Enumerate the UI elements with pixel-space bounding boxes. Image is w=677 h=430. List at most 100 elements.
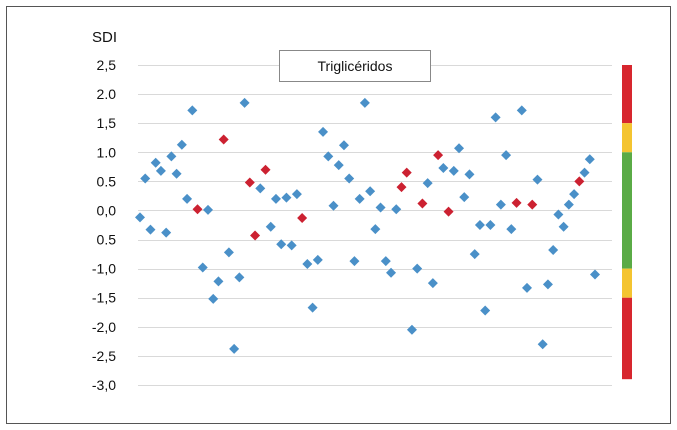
data-point [548,245,559,256]
chart-title: Triglicéridos [318,58,393,74]
data-point [563,199,574,210]
data-point [422,178,433,189]
data-point [349,256,360,267]
data-point [396,182,407,193]
y-tick-label: -2,0 [92,319,116,335]
data-point [234,272,245,283]
data-point [150,157,161,168]
color-bar-segment [622,152,632,269]
data-point [569,189,580,200]
data-point [302,258,313,269]
y-axis-label: SDI [92,29,117,46]
data-point [239,97,250,108]
data-point [448,165,459,176]
data-point [574,176,585,187]
data-point [135,212,145,223]
data-point [511,197,522,208]
data-point [270,193,281,204]
y-tick-label: 2.0 [97,86,117,102]
data-point [161,227,172,238]
data-point [474,220,485,230]
data-point [490,112,501,123]
data-point [495,199,506,210]
range-color-bar [622,65,632,380]
data-point [454,143,465,154]
data-point [391,204,402,215]
data-point [223,247,234,258]
data-point [291,189,302,200]
data-point [427,278,438,289]
data-point [375,202,386,213]
data-point [208,293,219,304]
y-tick-label: 0.5 [97,173,117,189]
data-point [354,193,365,204]
data-point [386,267,397,278]
data-point [312,254,323,265]
color-bar-segment [622,123,632,153]
data-point [171,168,182,179]
data-point [522,282,533,293]
data-point [328,200,339,211]
y-tick-label: 0,0 [97,202,117,218]
data-point [338,140,349,151]
data-point [229,343,240,354]
data-point [542,279,553,290]
data-point [412,263,423,274]
data-point [192,204,203,215]
data-point [255,183,266,194]
data-point [286,240,297,251]
y-tick-label: 1,5 [97,115,117,131]
y-tick-label: 0.5 [97,232,117,248]
data-point [532,174,543,185]
data-point [359,97,370,108]
data-point [433,150,444,161]
data-point [281,192,292,203]
data-point [145,224,156,235]
y-tick-label: 2,5 [97,57,117,73]
data-point [187,105,198,116]
data-point [307,302,318,313]
y-tick-label: 1.0 [97,144,117,160]
data-point [401,167,412,178]
data-point [244,177,255,188]
data-point [464,169,475,180]
y-tick-label: -3,0 [92,377,116,393]
data-point [459,192,470,203]
color-bar-segment [622,268,632,298]
y-tick-label: -2,5 [92,348,116,364]
color-bar-segment [622,65,632,124]
y-tick-label: -1,0 [92,261,116,277]
data-point [480,305,491,316]
data-point [590,269,600,280]
data-point [344,173,355,184]
data-point [516,105,527,116]
data-points [135,97,600,354]
data-point [213,276,224,287]
y-tick-labels: 2,5 2.0 1,5 1.0 0.5 0,0 0.5 -1,0 -1,5 -2,0 -2,5 -3,… [92,57,116,393]
color-bar-segment [622,297,632,380]
data-point [140,173,151,184]
data-point [469,249,480,260]
data-point [166,151,177,162]
data-point [501,150,512,161]
data-point [537,339,548,350]
data-point [485,220,496,230]
data-point [323,151,334,162]
data-point [506,224,517,235]
data-point [365,186,376,197]
data-point [202,204,213,215]
data-point [333,160,344,171]
data-point [438,162,449,173]
data-point [218,134,229,145]
data-point [276,239,287,250]
data-point [297,213,308,224]
data-point [155,165,166,176]
data-point [380,256,391,267]
data-point [265,221,276,232]
data-point [370,224,381,235]
data-point [584,154,595,165]
data-point [176,139,187,150]
data-point [443,206,454,217]
data-point [579,167,590,178]
data-point [260,164,271,175]
